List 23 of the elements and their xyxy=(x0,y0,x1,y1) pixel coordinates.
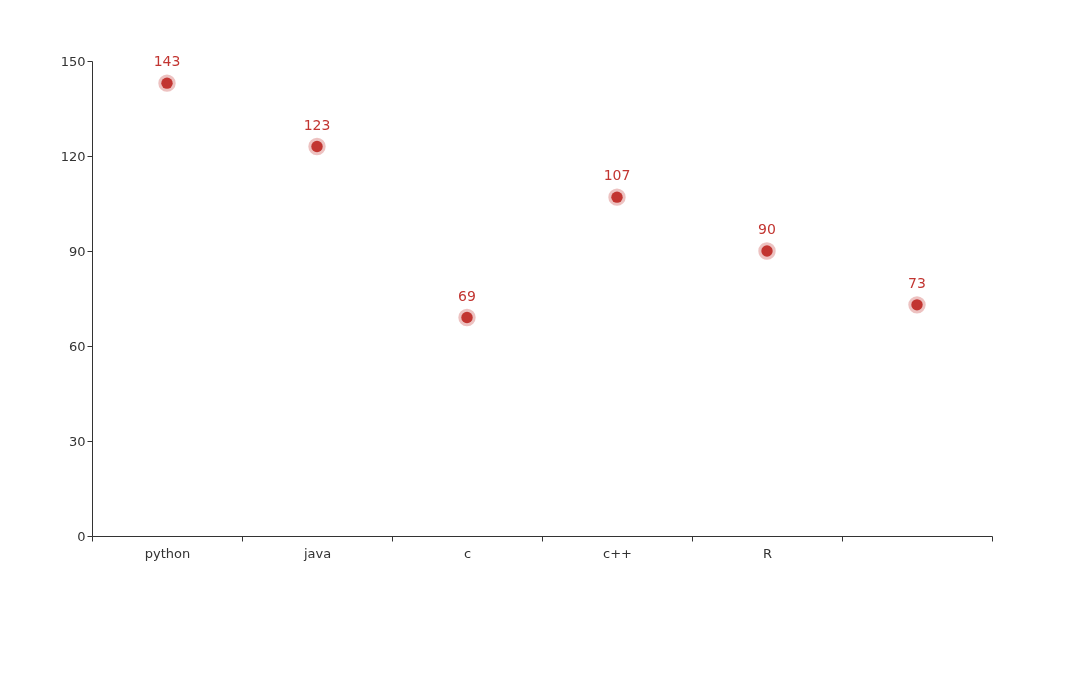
x-tick-label: R xyxy=(762,545,773,561)
point xyxy=(158,74,176,92)
y-tick-label: 0 xyxy=(77,528,86,544)
data-label: 73 xyxy=(908,274,926,291)
x-tick-label: java xyxy=(302,545,332,561)
x-tick-label: c++ xyxy=(603,545,632,561)
y-tick-label: 150 xyxy=(60,53,86,69)
data-label: 143 xyxy=(153,53,181,70)
point xyxy=(308,137,326,156)
point xyxy=(908,296,926,314)
x-tick-label: python xyxy=(144,545,191,561)
data-label: 90 xyxy=(758,221,776,237)
y-tick-label: 90 xyxy=(68,243,86,259)
data-label: 107 xyxy=(603,167,631,184)
y-tick-label: 60 xyxy=(68,338,86,354)
point xyxy=(608,188,626,206)
data-label: 69 xyxy=(458,287,476,304)
point xyxy=(758,242,776,260)
y-tick-label: 30 xyxy=(68,433,86,449)
point xyxy=(458,308,476,327)
data-label: 123 xyxy=(303,116,331,133)
x-tick-label: c xyxy=(463,545,472,561)
y-tick-label: 120 xyxy=(60,148,86,164)
